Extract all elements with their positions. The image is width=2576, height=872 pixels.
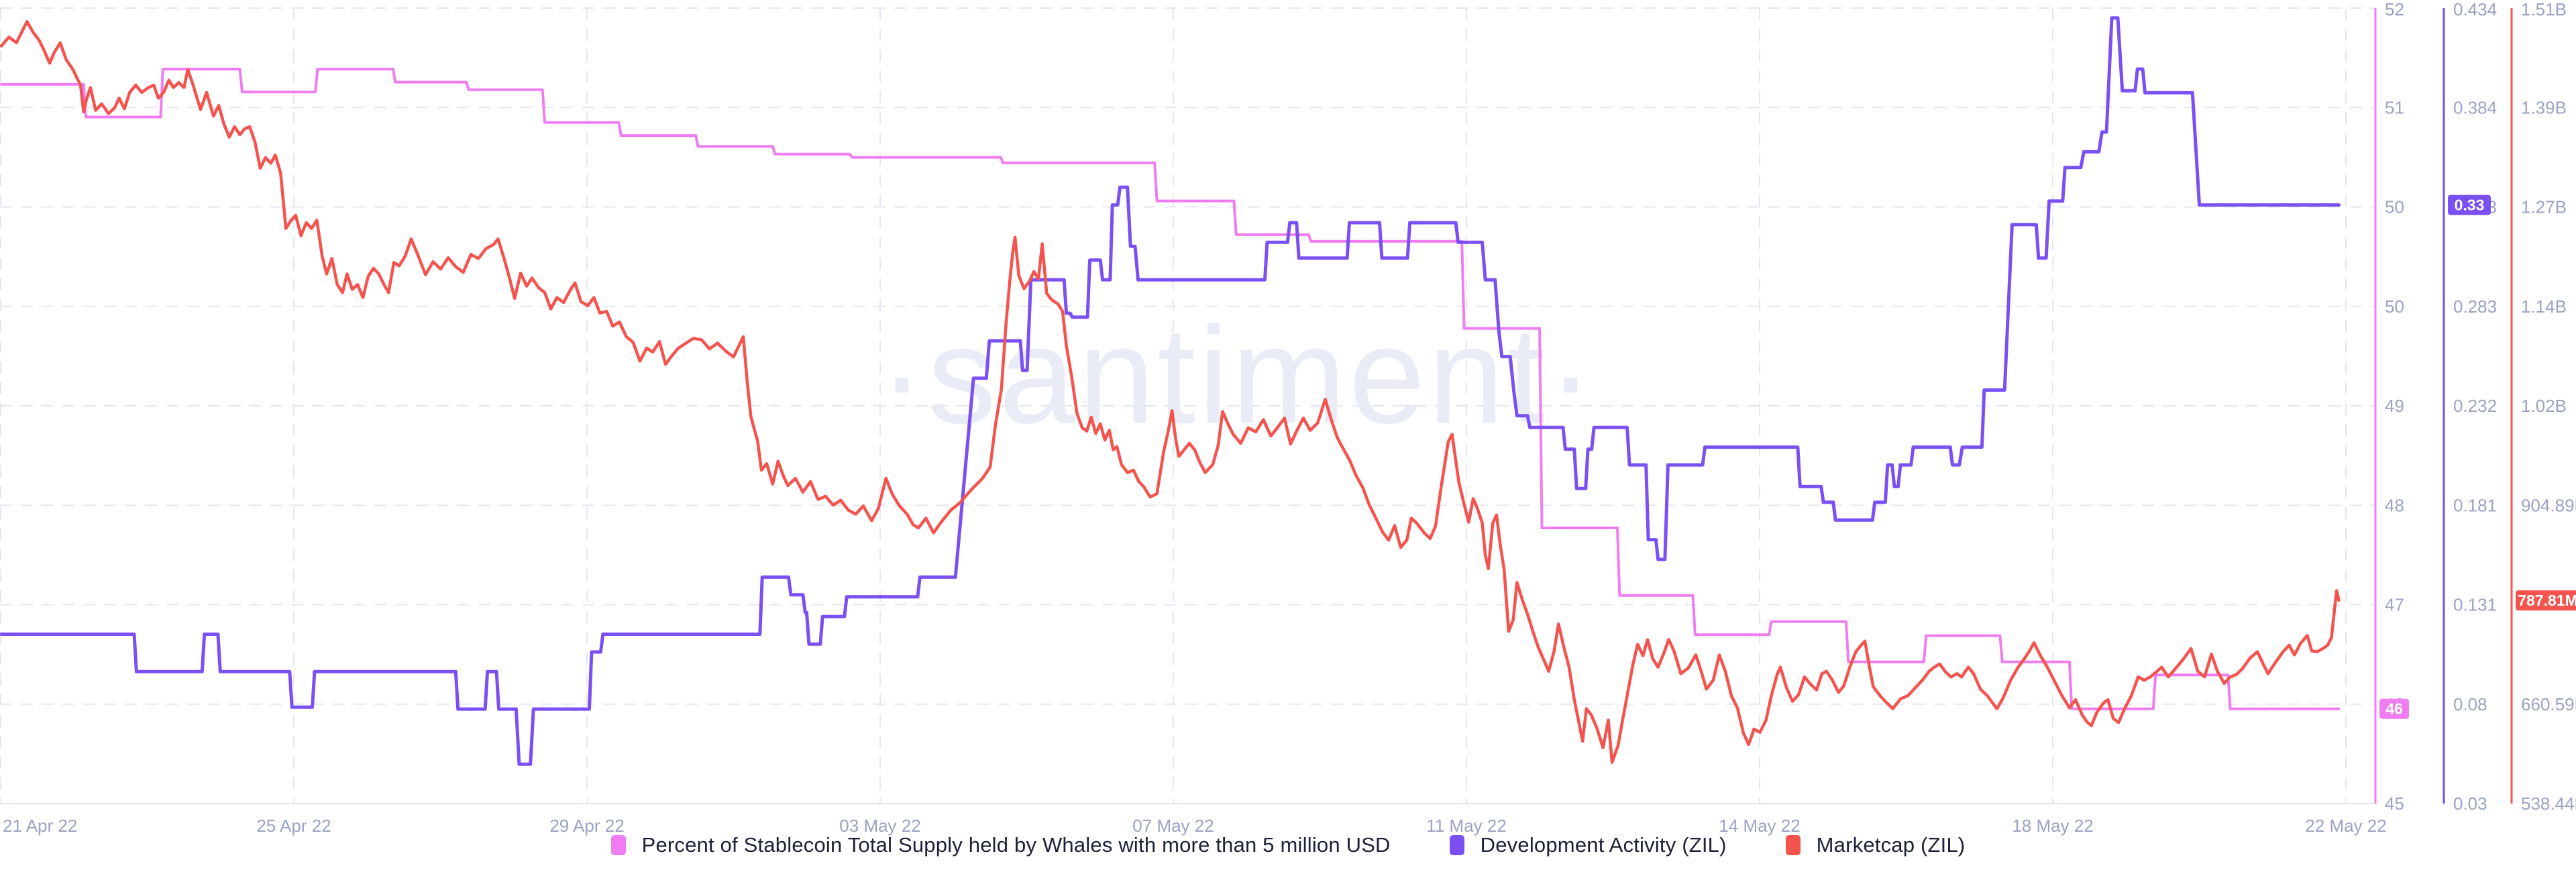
- svg-text:787.81M: 787.81M: [2518, 592, 2576, 609]
- y-axis-tick-dev-activity: 0.131: [2453, 595, 2497, 615]
- axis-badge-dev-activity: 0.33: [2448, 195, 2491, 215]
- y-axis-tick-marketcap: 538.44M: [2521, 794, 2576, 814]
- x-axis-label: 03 May 22: [839, 816, 920, 836]
- y-axis-tick-marketcap: 660.59M: [2521, 694, 2576, 714]
- y-axis-tick-marketcap: 1.51B: [2521, 0, 2567, 19]
- chart-legend: Percent of Stablecoin Total Supply held …: [0, 830, 2576, 860]
- y-axis-tick-whales-supply: 50: [2385, 197, 2404, 217]
- x-axis-label: 14 May 22: [1719, 816, 1800, 836]
- svg-text:0.33: 0.33: [2455, 197, 2485, 214]
- plot-area[interactable]: [0, 8, 2375, 804]
- legend-item-dev-activity[interactable]: Development Activity (ZIL): [1449, 833, 1727, 857]
- legend-label-dev-activity: Development Activity (ZIL): [1480, 833, 1727, 857]
- legend-label-marketcap: Marketcap (ZIL): [1816, 833, 1966, 857]
- y-axis-tick-whales-supply: 47: [2385, 595, 2404, 615]
- series-line-whales-supply: [0, 68, 2341, 710]
- x-axis-label: 07 May 22: [1132, 816, 1214, 836]
- y-axis-tick-whales-supply: 51: [2385, 97, 2404, 117]
- y-axis-tick-dev-activity: 0.03: [2453, 794, 2487, 814]
- y-axis-tick-dev-activity: 0.232: [2453, 396, 2497, 416]
- x-axis-label: 21 Apr 22: [3, 816, 77, 836]
- y-axis-tick-dev-activity: 0.434: [2453, 0, 2497, 19]
- legend-swatch-dev-activity: [1449, 835, 1464, 855]
- y-axis-tick-dev-activity: 0.08: [2453, 694, 2487, 714]
- y-axis-tick-marketcap: 1.27B: [2521, 197, 2567, 217]
- svg-text:46: 46: [2385, 700, 2403, 718]
- x-axis-label: 25 Apr 22: [256, 816, 331, 836]
- y-axis-tick-dev-activity: 0.181: [2453, 495, 2497, 515]
- y-axis-tick-whales-supply: 49: [2385, 396, 2404, 416]
- y-axis-tick-whales-supply: 45: [2385, 794, 2404, 814]
- legend-swatch-whales-supply: [610, 835, 626, 855]
- y-axis-tick-whales-supply: 50: [2385, 296, 2404, 317]
- x-axis-label: 11 May 22: [1426, 816, 1506, 836]
- axis-badge-whales-supply: 46: [2379, 698, 2409, 719]
- y-axis-tick-dev-activity: 0.283: [2453, 296, 2497, 317]
- watermark-text: ·santiment·: [879, 298, 1596, 452]
- y-axis-tick-marketcap: 1.39B: [2521, 97, 2567, 117]
- legend-label-whales-supply: Percent of Stablecoin Total Supply held …: [641, 833, 1391, 857]
- y-axis-tick-marketcap: 1.14B: [2521, 296, 2567, 317]
- y-axis-tick-marketcap: 904.89M: [2521, 495, 2576, 515]
- series-line-dev-activity: [0, 16, 2341, 766]
- x-axis-label: 18 May 22: [2012, 816, 2093, 836]
- y-axis-tick-whales-supply: 48: [2385, 495, 2404, 515]
- legend-item-marketcap[interactable]: Marketcap (ZIL): [1785, 833, 1966, 857]
- y-axis-tick-dev-activity: 0.384: [2453, 97, 2497, 117]
- legend-item-whales-supply[interactable]: Percent of Stablecoin Total Supply held …: [610, 833, 1391, 857]
- y-axis-tick-marketcap: 1.02B: [2521, 396, 2567, 416]
- series-line-marketcap: [0, 19, 2341, 764]
- x-axis-label: 22 May 22: [2305, 816, 2386, 836]
- axis-badge-marketcap: 787.81M: [2516, 590, 2576, 611]
- y-axis-tick-whales-supply: 52: [2385, 0, 2404, 19]
- legend-swatch-marketcap: [1785, 835, 1801, 855]
- x-axis-label: 29 Apr 22: [549, 816, 624, 836]
